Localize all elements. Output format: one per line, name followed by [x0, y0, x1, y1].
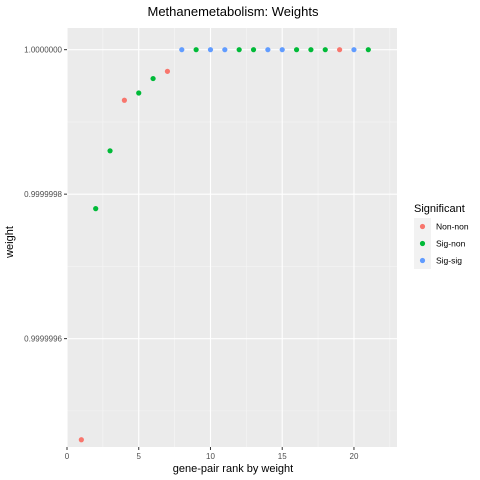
data-point-non-non	[337, 47, 343, 53]
data-point-non-non	[78, 437, 84, 443]
data-point-sig-sig	[265, 47, 271, 53]
data-point-sig-sig	[179, 47, 185, 53]
legend-key-point	[419, 240, 426, 247]
x-tick-label: 15	[278, 452, 287, 461]
x-tick-label: 20	[350, 452, 359, 461]
data-points	[78, 47, 371, 443]
legend-key-point	[419, 257, 426, 264]
data-point-sig-non	[136, 90, 142, 96]
data-point-sig-non	[293, 47, 300, 53]
data-point-sig-non	[365, 47, 371, 53]
data-point-sig-non	[93, 206, 99, 212]
data-point-sig-non	[193, 47, 199, 53]
chart-title: Methanemetabolism: Weights	[147, 4, 319, 19]
legend-key-point	[419, 223, 426, 230]
data-point-sig-sig	[351, 47, 357, 53]
legend: Significant Non-non Sig-non Sig-sig	[414, 203, 469, 269]
data-point-sig-non	[322, 47, 328, 53]
x-tick-label: 5	[137, 452, 142, 461]
data-point-sig-non	[308, 47, 314, 53]
data-point-sig-sig	[222, 47, 228, 53]
legend-label: Sig-non	[436, 239, 466, 249]
plot-panel	[67, 28, 397, 447]
data-point-sig-sig	[207, 47, 214, 53]
y-tick-label: 1.0000000	[24, 46, 62, 55]
grid-lines	[66, 28, 397, 447]
data-point-non-non	[164, 68, 171, 74]
x-axis-title: gene-pair rank by weight	[173, 463, 293, 475]
y-tick-label: 0.9999996	[24, 335, 62, 344]
legend-title: Significant	[414, 203, 465, 215]
y-axis-title: weight	[4, 226, 16, 259]
data-point-sig-non	[150, 75, 156, 82]
legend-label: Non-non	[436, 222, 469, 232]
x-tick-label: 0	[65, 452, 70, 461]
data-point-sig-non	[236, 47, 242, 53]
x-axis: 0 5 10 15 20	[65, 447, 359, 461]
legend-label: Sig-sig	[436, 256, 462, 266]
data-point-sig-non	[250, 47, 257, 53]
data-point-sig-sig	[279, 47, 285, 53]
y-axis: 0.9999996 0.9999998 1.0000000	[24, 46, 67, 344]
x-tick-label: 10	[206, 452, 215, 461]
y-tick-label: 0.9999998	[24, 190, 62, 199]
data-point-non-non	[121, 97, 127, 103]
data-point-sig-non	[107, 148, 113, 154]
